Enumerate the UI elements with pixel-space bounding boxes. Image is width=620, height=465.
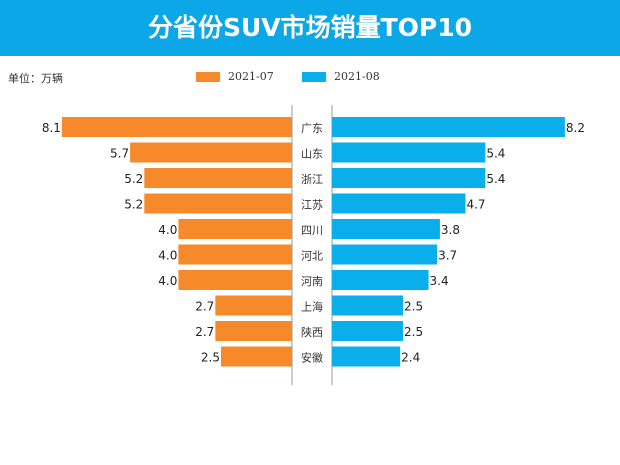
bar-2021-07 xyxy=(178,244,292,265)
bar-2021-07 xyxy=(130,142,292,163)
data-label-2021-08: 4.7 xyxy=(466,198,485,212)
legend-label-2021-07: 2021-07 xyxy=(228,70,274,83)
data-label-2021-08: 3.4 xyxy=(430,274,449,288)
category-label: 山东 xyxy=(301,148,323,161)
bar-2021-07 xyxy=(144,193,292,214)
bar-2021-07 xyxy=(144,168,292,188)
data-label-2021-08: 5.4 xyxy=(486,172,505,186)
data-label-2021-08: 3.7 xyxy=(438,249,457,263)
data-label-2021-07: 5.2 xyxy=(124,172,143,186)
data-label-2021-08: 2.5 xyxy=(404,325,423,339)
data-label-2021-08: 3.8 xyxy=(441,223,460,237)
category-label: 安徽 xyxy=(301,351,323,365)
bar-2021-07 xyxy=(61,117,293,137)
data-label-2021-08: 2.5 xyxy=(404,300,423,314)
bar-2021-08 xyxy=(332,193,466,214)
category-label: 四川 xyxy=(301,224,323,237)
data-label-2021-07: 4.0 xyxy=(158,223,177,237)
bar-2021-08 xyxy=(332,219,440,239)
bar-2021-07 xyxy=(215,295,292,316)
bar-2021-08 xyxy=(332,142,486,163)
bar-2021-08 xyxy=(332,321,403,341)
data-label-2021-07: 4.0 xyxy=(158,249,177,263)
data-label-2021-07: 5.7 xyxy=(110,147,129,161)
bar-2021-08 xyxy=(332,270,429,290)
category-label: 上海 xyxy=(301,300,323,314)
category-label: 浙江 xyxy=(301,173,323,186)
data-label-2021-07: 2.5 xyxy=(201,351,220,365)
bar-2021-08 xyxy=(332,168,486,188)
bar-2021-08 xyxy=(332,117,565,137)
legend-swatch-2021-07 xyxy=(196,72,220,82)
data-label-2021-08: 2.4 xyxy=(401,351,420,365)
chart-title: 分省份SUV市场销量TOP10 xyxy=(0,0,620,56)
data-label-2021-07: 2.7 xyxy=(195,300,214,314)
category-label: 河北 xyxy=(301,250,323,263)
category-label: 广东 xyxy=(301,122,323,135)
category-label: 江苏 xyxy=(301,199,323,212)
bar-2021-07 xyxy=(178,219,292,239)
data-label-2021-07: 8.1 xyxy=(42,121,61,135)
bar-2021-08 xyxy=(332,295,403,316)
legend-swatch-2021-08 xyxy=(302,72,326,82)
data-label-2021-08: 8.2 xyxy=(566,121,585,135)
bar-2021-08 xyxy=(332,346,401,367)
bar-2021-07 xyxy=(178,270,292,290)
category-label: 河南 xyxy=(301,275,323,288)
legend-label-2021-08: 2021-08 xyxy=(334,70,380,83)
bar-2021-08 xyxy=(332,244,438,265)
data-label-2021-07: 4.0 xyxy=(158,274,177,288)
data-label-2021-07: 5.2 xyxy=(124,198,143,212)
data-label-2021-08: 5.4 xyxy=(486,147,505,161)
data-label-2021-07: 2.7 xyxy=(195,325,214,339)
bar-2021-07 xyxy=(215,321,292,341)
unit-label: 单位：万辆 xyxy=(8,72,63,85)
bar-2021-07 xyxy=(221,346,292,367)
category-label: 陕西 xyxy=(301,325,323,339)
